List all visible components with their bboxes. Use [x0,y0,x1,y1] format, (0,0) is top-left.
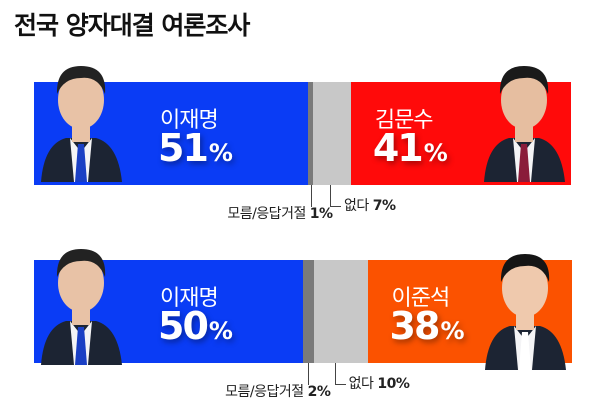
pct-sign: % [208,139,233,167]
none-label-text: 없다 [348,376,374,392]
right-candidate-name: 이준석 [391,286,451,311]
dk-label-text: 모름/응답거절 [225,384,304,400]
candidate-photo [484,66,565,182]
pct-sign: % [440,317,464,345]
chart-title: 전국 양자대결 여론조사 [14,11,250,40]
none-leader-line [330,185,342,207]
right-candidate-percent: 38% [389,304,465,348]
none-percent: 10% [377,376,410,392]
none-label-text: 없다 [344,198,369,214]
bar-segment [303,260,315,363]
dk-percent: 1% [309,206,333,222]
dk-leader-line [308,363,310,385]
left-candidate-name: 이재명 [160,286,219,311]
left-candidate-name: 이재명 [160,108,219,133]
dk-label-text: 모름/응답거절 [227,206,306,222]
left-candidate-percent: 50% [158,304,233,348]
pct-value: 38 [389,304,441,348]
right-candidate-name: 김문수 [374,108,434,133]
right-candidate-percent: 41% [372,126,448,170]
none-leader-line [334,363,346,385]
none-percent: 7% [372,198,396,214]
dk-leader-line [310,185,312,207]
pct-value: 50 [158,304,209,348]
none-label: 없다 10% [349,373,410,393]
candidate-photo [41,66,122,182]
bar-segment [307,82,314,185]
left-candidate-percent: 51% [158,126,233,170]
pct-value: 41 [372,126,424,170]
dk-label: 모름/응답거절 1% [227,203,333,223]
pct-value: 51 [158,126,209,170]
bar-segment [313,82,352,185]
dk-label: 모름/응답거절 2% [225,381,331,401]
candidate-photo [41,249,122,365]
candidate-photo [485,254,566,370]
dk-percent: 2% [307,384,331,400]
pct-sign: % [208,317,233,345]
none-label: 없다 7% [344,195,396,215]
pct-sign: % [423,139,448,167]
bar-segment [313,260,369,363]
